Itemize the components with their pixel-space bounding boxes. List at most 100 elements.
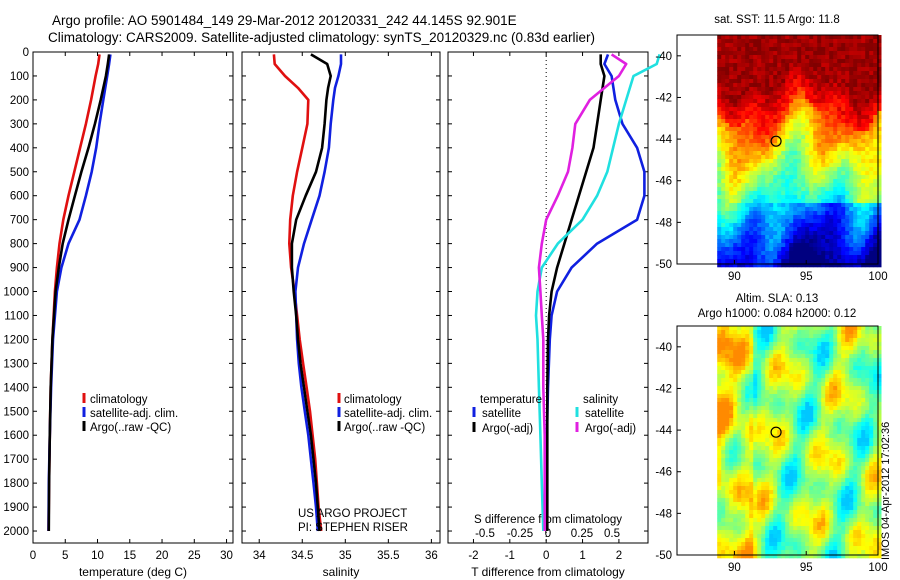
sst_map-heatmap-cell: [749, 247, 754, 252]
sst_map-heatmap-cell: [817, 235, 822, 240]
sst_map-heatmap-cell: [761, 211, 766, 216]
sst_map-heatmap-cell: [833, 151, 838, 156]
sst_map-heatmap-cell: [857, 219, 862, 224]
sst_map-heatmap-cell: [721, 119, 726, 124]
sla_map-heatmap-cell: [725, 478, 730, 483]
sst_map-heatmap-cell: [861, 251, 866, 256]
sst_map-heatmap-cell: [797, 115, 802, 120]
sla_map-heatmap-cell: [765, 486, 770, 491]
sla_map-heatmap-cell: [877, 370, 882, 375]
sla_map-heatmap-cell: [833, 390, 838, 395]
sla_map-heatmap-cell: [857, 486, 862, 491]
sla_map-heatmap-cell: [817, 422, 822, 427]
sla_map-heatmap-cell: [717, 482, 722, 487]
sla_map-heatmap-cell: [745, 458, 750, 463]
sst_map-heatmap-cell: [869, 175, 874, 180]
sla_map-heatmap-cell: [785, 330, 790, 335]
sst_map-heatmap-cell: [865, 179, 870, 184]
sla_map-heatmap-cell: [765, 434, 770, 439]
sst_map-heatmap-cell: [761, 235, 766, 240]
sla_map-heatmap-cell: [753, 534, 758, 539]
sst_map-heatmap-cell: [785, 119, 790, 124]
sla_map-heatmap-cell: [761, 526, 766, 531]
sla_map-heatmap-cell: [873, 450, 878, 455]
sla_map-heatmap-cell: [825, 510, 830, 515]
sla_map-heatmap-cell: [745, 518, 750, 523]
sst_map-heatmap-cell: [869, 171, 874, 176]
sst_map-heatmap-cell: [765, 183, 770, 188]
sla_map-heatmap-cell: [725, 386, 730, 391]
sla_map-heatmap-cell: [745, 378, 750, 383]
sla_map-heatmap-cell: [717, 518, 722, 523]
sst_map-heatmap-cell: [761, 215, 766, 220]
sst_map-heatmap-cell: [741, 59, 746, 64]
sla_map-heatmap-cell: [809, 378, 814, 383]
sla_map-heatmap-cell: [789, 438, 794, 443]
sst_map-heatmap-cell: [737, 139, 742, 144]
sla_map-heatmap-cell: [757, 450, 762, 455]
sla_map-heatmap-cell: [769, 402, 774, 407]
sla_map-heatmap-cell: [829, 530, 834, 535]
sla_map-heatmap-cell: [833, 330, 838, 335]
sla_map-heatmap-cell: [789, 382, 794, 387]
sla_map-heatmap-cell: [777, 422, 782, 427]
sst_map-heatmap-cell: [729, 207, 734, 212]
sla_map-heatmap-cell: [761, 346, 766, 351]
sst_map-heatmap-cell: [789, 211, 794, 216]
sst_map-heatmap-cell: [785, 123, 790, 128]
sst_map-heatmap-cell: [853, 163, 858, 168]
sla_map-heatmap-cell: [717, 390, 722, 395]
sst_map-heatmap-cell: [837, 243, 842, 248]
sst_map-heatmap-cell: [821, 107, 826, 112]
sla_map-heatmap-cell: [741, 418, 746, 423]
sla_map-heatmap-cell: [785, 450, 790, 455]
sla_map-heatmap-cell: [869, 330, 874, 335]
temperature-ytick-label: 1400: [3, 382, 29, 394]
sst_map-heatmap-cell: [777, 251, 782, 256]
sla_map-heatmap-cell: [849, 438, 854, 443]
sla_map-heatmap-cell: [841, 418, 846, 423]
sst_map-heatmap-cell: [865, 139, 870, 144]
sla_map-heatmap-cell: [869, 438, 874, 443]
sla_map-heatmap-cell: [781, 470, 786, 475]
sst_map-heatmap-cell: [829, 79, 834, 84]
sst_map-heatmap-cell: [773, 59, 778, 64]
sla_map-heatmap-cell: [737, 514, 742, 519]
sst_map-heatmap-cell: [805, 107, 810, 112]
sla_map-heatmap-cell: [757, 422, 762, 427]
sst_map-heatmap-cell: [869, 239, 874, 244]
sla_map-heatmap-cell: [769, 326, 774, 331]
sst_map-heatmap-cell: [797, 63, 802, 68]
sst_map-heatmap-cell: [781, 135, 786, 140]
sst_map-heatmap-cell: [737, 91, 742, 96]
sla_map-heatmap-cell: [797, 522, 802, 527]
sla_map-heatmap-cell: [853, 390, 858, 395]
sla_map-heatmap-cell: [781, 402, 786, 407]
sst_map-heatmap-cell: [737, 79, 742, 84]
sst_map-heatmap-cell: [717, 171, 722, 176]
sst_map-heatmap-cell: [873, 35, 878, 40]
sst_map-heatmap-cell: [797, 43, 802, 48]
sst_map-heatmap-cell: [741, 227, 746, 232]
sla_map-heatmap-cell: [765, 466, 770, 471]
sla_map-heatmap-cell: [817, 398, 822, 403]
sla_map-heatmap-cell: [877, 538, 882, 543]
sst_map-heatmap-cell: [849, 263, 854, 268]
sla_map-heatmap-cell: [865, 398, 870, 403]
sst_map-heatmap-cell: [869, 47, 874, 52]
sla_map-heatmap-cell: [761, 434, 766, 439]
sla_map-heatmap-cell: [877, 402, 882, 407]
sst_map-heatmap-cell: [725, 99, 730, 104]
sla_map-heatmap-cell: [753, 422, 758, 427]
sla_map-heatmap-cell: [841, 502, 846, 507]
sla_map-heatmap-cell: [777, 374, 782, 379]
sla_map-heatmap-cell: [753, 418, 758, 423]
sla_map-heatmap-cell: [733, 366, 738, 371]
sst_map-heatmap-cell: [749, 127, 754, 132]
sst_map-heatmap-cell: [841, 231, 846, 236]
sst_map-heatmap-cell: [773, 111, 778, 116]
sst_map-heatmap-cell: [761, 179, 766, 184]
sla_map-heatmap-cell: [809, 394, 814, 399]
sst_map-heatmap-cell: [741, 63, 746, 68]
sst_map-heatmap-cell: [789, 99, 794, 104]
